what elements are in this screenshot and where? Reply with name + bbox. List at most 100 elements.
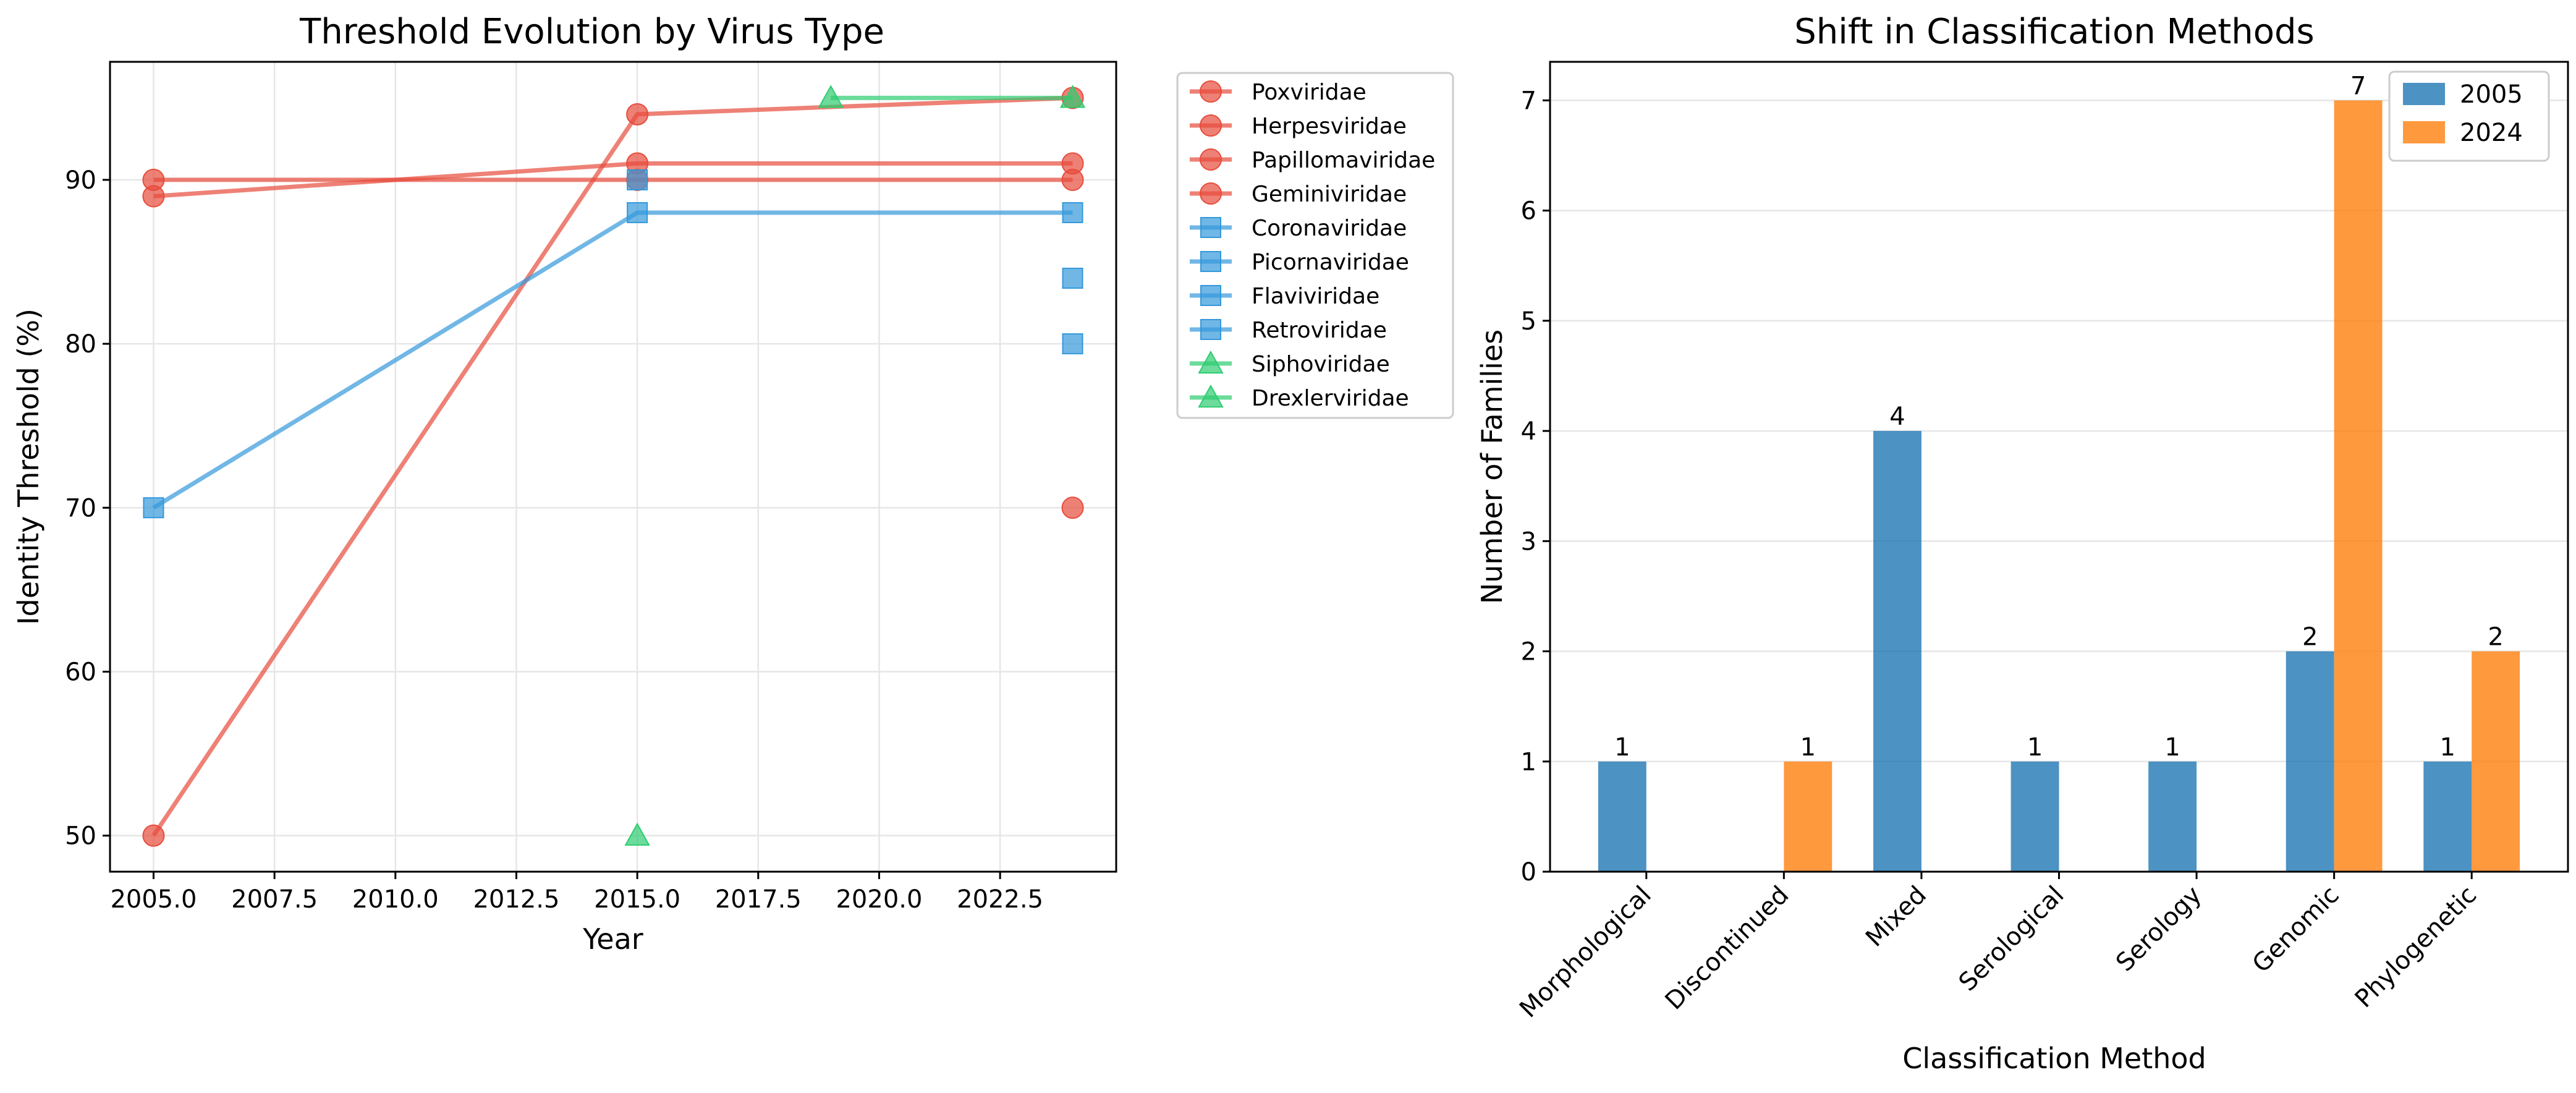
legend-marker-retroviridae xyxy=(1200,319,1221,340)
data-point-papillomaviridae xyxy=(1061,152,1084,175)
left-legend-box xyxy=(1176,72,1454,419)
bar-value-label: 1 xyxy=(2027,733,2043,762)
bar-value-label: 1 xyxy=(1800,733,1816,762)
left-y-ticks: 50 60 70 80 90 xyxy=(65,166,110,851)
left-y-tick-label: 80 xyxy=(65,330,96,359)
right-chart-title: Shift in Classification Methods xyxy=(1794,12,2314,52)
data-point-drexlerviridae xyxy=(1059,85,1086,108)
right-y-tick-label: 7 xyxy=(1521,87,1536,115)
bar-2005-mixed xyxy=(1873,431,1921,872)
right-y-tick-label: 0 xyxy=(1521,858,1536,887)
legend-label-geminiviridae: Geminiviridae xyxy=(1252,182,1407,207)
left-x-tick-label: 2022.5 xyxy=(957,885,1043,914)
legend-label-poxviridae: Poxviridae xyxy=(1252,80,1366,105)
legend-label-2024: 2024 xyxy=(2460,119,2523,147)
right-x-axis-label: Classification Method xyxy=(1902,1042,2206,1075)
legend-marker-papillomaviridae xyxy=(1200,148,1222,171)
data-point-coronaviridae xyxy=(143,497,164,519)
left-y-tick-label: 50 xyxy=(65,822,96,851)
data-point-retroviridae xyxy=(1062,333,1083,355)
legend-label-2005: 2005 xyxy=(2460,80,2523,109)
legend-label-picornaviridae: Picornaviridae xyxy=(1252,250,1409,275)
series-flaviviridae xyxy=(1062,268,1083,289)
legend-swatch-2005 xyxy=(2403,83,2445,105)
left-x-tick-label: 2007.5 xyxy=(231,885,318,914)
data-point-picornaviridae xyxy=(627,169,648,190)
left-x-ticks: 2005.0 2007.5 2010.0 2012.5 2015.0 2017.5 2020… xyxy=(110,872,1043,914)
legend-marker-flaviviridae xyxy=(1200,285,1221,306)
legend-swatch-2024 xyxy=(2403,121,2445,143)
right-y-tick-label: 5 xyxy=(1521,307,1536,336)
left-x-axis-label: Year xyxy=(582,922,643,956)
bar-2024-discontinued xyxy=(1784,761,1832,872)
series-papillomaviridae xyxy=(142,152,1084,208)
bar-value-label: 1 xyxy=(1614,733,1630,762)
bar-value-label: 7 xyxy=(2350,72,2366,100)
left-chart-title: Threshold Evolution by Virus Type xyxy=(299,12,884,52)
left-x-tick-label: 2005.0 xyxy=(110,885,197,914)
data-point-siphoviridae xyxy=(624,822,650,846)
threshold-evolution-chart: Threshold Evolution by Virus Type 2005.0… xyxy=(12,12,1454,956)
legend-label-herpesviridae: Herpesviridae xyxy=(1252,114,1407,139)
right-y-axis-label: Number of Families xyxy=(1475,330,1509,604)
data-point-flaviviridae xyxy=(1062,268,1083,289)
legend-label-retroviridae: Retroviridae xyxy=(1252,318,1387,343)
left-y-tick-label: 90 xyxy=(65,166,96,195)
data-point-geminiviridae xyxy=(1061,496,1084,519)
bar-value-label: 1 xyxy=(2440,733,2455,762)
right-y-tick-label: 3 xyxy=(1521,527,1536,556)
legend-label-papillomaviridae: Papillomaviridae xyxy=(1252,148,1435,173)
legend-marker-coronaviridae xyxy=(1200,217,1221,238)
bar-value-label: 4 xyxy=(1889,402,1905,431)
legend-marker-poxviridae xyxy=(1200,80,1222,103)
data-point-poxviridae xyxy=(626,103,649,125)
legend-marker-drexlerviridae xyxy=(1198,384,1224,408)
left-x-tick-label: 2012.5 xyxy=(473,885,559,914)
left-x-tick-label: 2010.0 xyxy=(352,885,439,914)
data-point-poxviridae xyxy=(142,824,165,847)
series-drexlerviridae xyxy=(818,85,1086,108)
series-picornaviridae xyxy=(627,169,648,190)
bar-value-label: 2 xyxy=(2302,623,2318,652)
series-coronaviridae xyxy=(143,202,1083,519)
legend-label-drexlerviridae: Drexlerviridae xyxy=(1252,386,1409,411)
legend-marker-picornaviridae xyxy=(1200,251,1221,272)
bar-2005-genomic xyxy=(2286,651,2334,872)
data-point-coronaviridae xyxy=(1062,202,1083,223)
data-point-drexlerviridae xyxy=(818,85,844,108)
legend-label-coronaviridae: Coronaviridae xyxy=(1252,216,1407,241)
series-siphoviridae xyxy=(624,822,650,846)
series-retroviridae xyxy=(1062,333,1083,355)
bar-2024-genomic xyxy=(2334,100,2383,872)
right-bars-layer: 1 4 1 1 2 1 1 7 2 xyxy=(1598,72,2520,872)
left-x-tick-label: 2015.0 xyxy=(594,885,680,914)
left-y-tick-label: 70 xyxy=(65,494,96,522)
bar-2005-morphological xyxy=(1598,761,1646,872)
bar-value-label: 2 xyxy=(2488,623,2503,652)
legend-label-flaviviridae: Flaviviridae xyxy=(1252,284,1379,309)
left-plot-frame xyxy=(109,61,1117,873)
left-x-tick-label: 2017.5 xyxy=(715,885,802,914)
bar-2005-phylogenetic xyxy=(2423,761,2472,872)
left-x-tick-label: 2020.0 xyxy=(836,885,922,914)
bar-2024-phylogenetic xyxy=(2472,651,2520,872)
right-y-tick-label: 6 xyxy=(1521,197,1536,226)
left-series-layer xyxy=(142,85,1086,847)
bar-value-label: 1 xyxy=(2164,733,2180,762)
bar-2005-serological xyxy=(2010,761,2059,872)
right-y-ticks: 0 1 2 3 4 5 6 7 xyxy=(1521,87,1550,887)
legend-marker-herpesviridae xyxy=(1200,114,1222,137)
legend-marker-siphoviridae xyxy=(1198,350,1224,374)
series-geminiviridae xyxy=(1061,496,1084,519)
right-y-tick-label: 4 xyxy=(1521,417,1536,446)
left-y-tick-label: 60 xyxy=(65,658,96,686)
data-point-coronaviridae xyxy=(627,202,648,223)
left-y-axis-label: Identity Threshold (%) xyxy=(12,308,45,625)
right-legend: 2005 2024 xyxy=(2388,70,2550,162)
bar-2005-serology xyxy=(2148,761,2197,872)
legend-label-siphoviridae: Siphoviridae xyxy=(1252,352,1390,377)
right-y-tick-label: 1 xyxy=(1521,748,1536,776)
right-y-tick-label: 2 xyxy=(1521,638,1536,666)
classification-methods-chart: Shift in Classification Methods 1 4 1 1 2 1 1 7… xyxy=(1475,12,2569,1075)
